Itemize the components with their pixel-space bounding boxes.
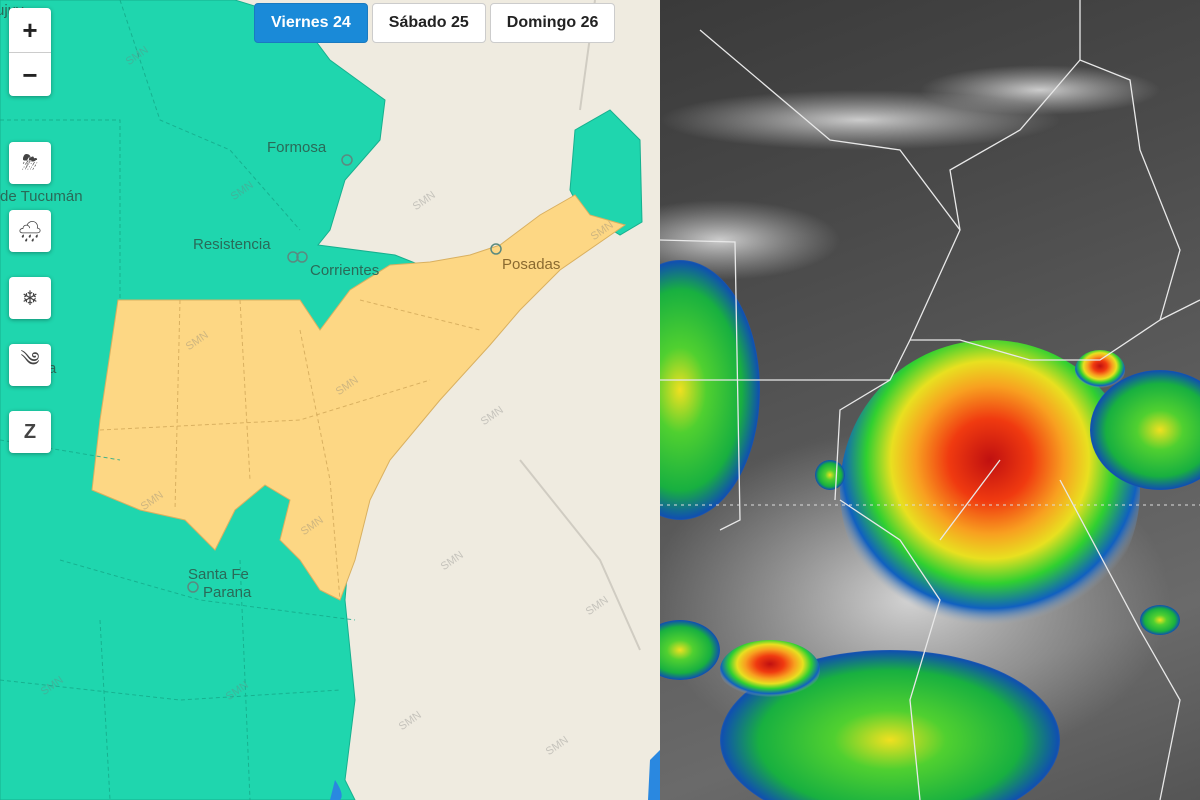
- day-tabs: Viernes 24 Sábado 25 Domingo 26: [254, 3, 616, 43]
- place-label-posadas: Posadas: [502, 256, 561, 273]
- wind-icon: ༄: [20, 349, 40, 371]
- thunderstorm-icon: ⛈: [22, 151, 38, 174]
- place-label-partial: a: [48, 360, 57, 377]
- satellite-image: [660, 0, 1200, 800]
- tab-sabado-25[interactable]: Sábado 25: [371, 3, 486, 43]
- thunderstorm-filter-button[interactable]: ⛈: [9, 142, 51, 184]
- place-label-santa-fe: Santa Fe: [188, 566, 249, 583]
- map-regions: [0, 0, 660, 800]
- tab-viernes-24[interactable]: Viernes 24: [254, 3, 368, 43]
- yellow-alert-region[interactable]: [91, 194, 627, 601]
- zoom-out-button[interactable]: −: [9, 52, 51, 97]
- wind-filter-button[interactable]: ༄: [9, 344, 51, 386]
- zonda-filter-button[interactable]: Z: [9, 411, 51, 453]
- satellite-clouds: [660, 0, 1200, 800]
- zoom-control: + −: [9, 8, 51, 96]
- rain-filter-button[interactable]: 🌧: [9, 210, 51, 252]
- place-label-tucuman: de Tucumán: [0, 188, 83, 205]
- zonda-icon: Z: [23, 420, 37, 443]
- zoom-in-button[interactable]: +: [22, 14, 38, 45]
- place-label-corrientes: Corrientes: [310, 262, 380, 279]
- alert-map[interactable]: ujuy de Tucumán Formosa Resistencia Corr…: [0, 0, 660, 800]
- country-borders: [660, 0, 1200, 800]
- place-label-parana: Parana: [203, 584, 252, 601]
- snow-icon: ❄: [21, 287, 39, 310]
- snow-filter-button[interactable]: ❄: [9, 277, 51, 319]
- rain-icon: 🌧: [17, 220, 43, 243]
- green-alert-region-misiones[interactable]: [569, 109, 643, 236]
- tab-domingo-26[interactable]: Domingo 26: [489, 3, 616, 43]
- place-label-formosa: Formosa: [267, 139, 327, 156]
- place-label-resistencia: Resistencia: [193, 236, 271, 253]
